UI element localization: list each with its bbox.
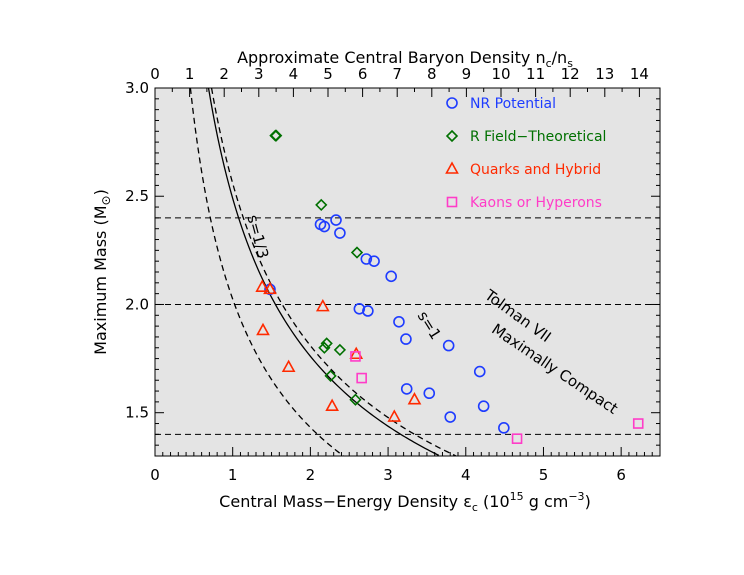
top-tick-label: 7 [392,65,402,83]
top-axis-title: Approximate Central Baryon Density nc/ns [237,48,573,70]
theory-curves [189,87,457,457]
field-theoretical-point [333,343,347,357]
nr-potential-point [498,422,510,434]
legend-label: Quarks and Hybrid [470,162,601,178]
quark-hybrid-point [263,281,277,295]
nr-potential-point [473,365,486,378]
curve-3 [210,87,457,457]
y-tick-label: 1.5 [125,404,149,422]
plot-background [155,88,660,456]
nr-potential-point [423,387,436,400]
top-tick-label: 3 [254,65,264,83]
field-theoretical-point [320,337,333,350]
nr-potential-point [385,270,397,283]
top-tick-label: 5 [323,65,333,83]
field-theoretical-point [324,369,337,383]
nr-potential-point [477,400,490,413]
nr-potential-point [362,305,374,317]
nr-potential-point [444,411,457,423]
x-tick-label: 1 [228,466,238,484]
x-tick-label: 4 [461,466,471,484]
legend-label: NR Potential [470,96,556,112]
quark-hybrid-point [387,409,402,422]
legend-label: R Field−Theoretical [470,129,606,145]
nr-potential-point [330,214,342,226]
top-tick-label: 11 [526,65,545,83]
data-points [255,129,644,444]
field-theoretical-point [318,341,331,354]
x-tick-label: 5 [539,466,549,484]
top-tick-label: 13 [595,65,614,83]
quark-hybrid-point [281,359,296,373]
top-tick-label: 10 [491,65,510,83]
top-tick-label: 12 [561,65,580,83]
kaon-hyperon-point [350,351,361,362]
x-tick-label: 6 [616,466,626,484]
legend-marker-circle [446,97,458,109]
nr-potential-point [393,315,405,328]
legend-marker-diamond [445,129,459,143]
top-tick-label: 9 [462,65,472,83]
nr-potential-point [353,302,366,315]
x-tick-label: 0 [150,466,160,484]
kaon-hyperon-point [356,372,367,384]
quark-hybrid-point [255,279,270,292]
nr-potential-point [368,255,380,267]
axis-ticks: 0 1 2 3 4 5 61.52.02.53.00 1 2 3 4 5 6 7 8 9 10 11 12 13 14 [125,65,661,484]
y-tick-label: 2.0 [125,295,149,313]
nr-potential-point [442,339,455,352]
nr-potential-point [400,333,412,345]
top-tick-label: 2 [219,65,229,83]
kaon-hyperon-point [511,433,523,444]
x-tick-label: 2 [306,466,316,484]
quark-hybrid-point [325,398,339,412]
top-tick-label: 8 [427,65,437,83]
top-tick-label: 4 [289,65,299,83]
top-tick-label: 1 [185,65,195,83]
curve-1 [207,87,440,456]
top-tick-label: 6 [358,65,368,83]
quark-hybrid-point [256,322,270,336]
quark-hybrid-point [407,392,422,405]
nr-potential-point [334,227,346,239]
field-theoretical-point [270,129,283,142]
legend-label: Kaons or Hyperons [470,195,602,211]
field-theoretical-point [350,246,364,259]
y-axis-title: Maximum Mass (M⊙) [91,189,113,355]
y-tick-label: 3.0 [125,79,149,97]
x-axis-title: Central Mass−Energy Density εc (1015 g c… [219,490,591,514]
x-tick-label: 3 [383,466,393,484]
nr-potential-point [400,383,413,395]
quark-hybrid-point [349,346,364,360]
legend: NR Potential R Field−Theoretical Quarks an… [445,96,606,211]
legend-marker-square [446,196,458,208]
nr-potential-point [360,253,373,265]
kaon-hyperon-point [632,418,644,429]
top-tick-label: 14 [630,65,649,83]
nr-potential-point [318,220,331,233]
quark-hybrid-point [315,298,330,312]
top-tick-label: 0 [150,65,160,83]
y-tick-label: 2.5 [125,187,149,205]
field-theoretical-point [349,393,362,406]
field-theoretical-point [315,198,328,212]
legend-marker-triangle [445,161,459,174]
